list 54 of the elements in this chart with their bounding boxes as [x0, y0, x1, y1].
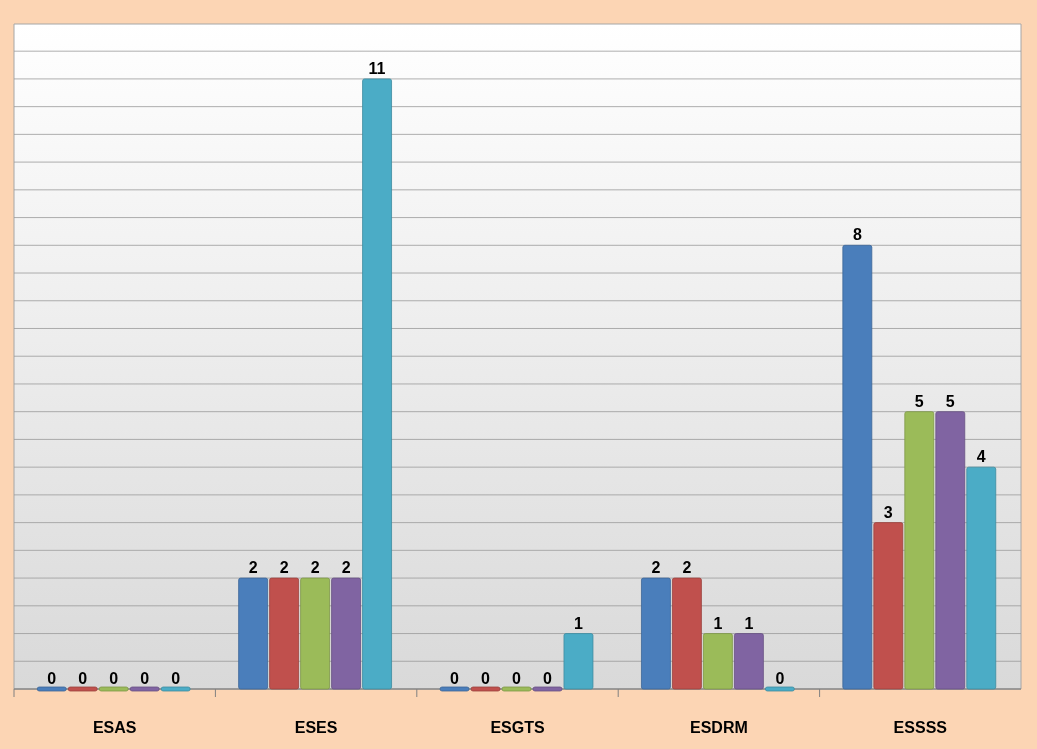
- bar: [269, 577, 300, 690]
- bar: [703, 633, 733, 690]
- data-label: 1: [574, 614, 584, 632]
- data-label: 2: [248, 559, 258, 577]
- bar: [160, 686, 191, 692]
- data-label: 1: [744, 614, 754, 632]
- x-tick-label: ESES: [294, 719, 338, 736]
- bar: [129, 686, 160, 692]
- x-tick-label: ESDRM: [690, 719, 748, 736]
- bar: [501, 686, 532, 692]
- data-label: 2: [682, 559, 692, 577]
- bar: [904, 411, 935, 690]
- bar: [563, 633, 594, 690]
- data-label: 0: [481, 670, 491, 687]
- bar: [641, 577, 671, 690]
- bar: [672, 577, 702, 690]
- bar: [98, 686, 129, 692]
- data-label: 0: [109, 670, 119, 687]
- data-label: 2: [651, 559, 661, 577]
- bar: [439, 686, 470, 692]
- bar: [733, 633, 764, 690]
- x-tick-label: ESGTS: [490, 719, 545, 736]
- bar: [966, 466, 997, 690]
- bar: [36, 686, 67, 692]
- data-label: 0: [171, 670, 181, 687]
- bar: [532, 686, 563, 692]
- data-label: 0: [775, 670, 785, 687]
- bar: [764, 686, 795, 692]
- data-label: 5: [945, 392, 955, 410]
- bar: [331, 577, 361, 690]
- bar: [873, 522, 904, 690]
- data-label: 2: [279, 559, 289, 577]
- x-tick-label: ESSSS: [893, 719, 948, 736]
- data-label: 11: [368, 59, 386, 77]
- data-label: 1: [713, 614, 723, 632]
- data-label: 3: [883, 503, 893, 521]
- bar: [842, 244, 873, 690]
- data-label: 0: [78, 670, 88, 687]
- data-label: 0: [140, 670, 150, 687]
- data-label: 0: [543, 670, 553, 687]
- data-label: 2: [341, 559, 351, 577]
- bar: [238, 577, 269, 690]
- data-label: 0: [512, 670, 522, 687]
- data-label: 0: [450, 670, 460, 687]
- data-label: 4: [976, 448, 986, 466]
- data-label: 5: [914, 392, 924, 410]
- data-label: 8: [852, 226, 862, 244]
- data-label: 0: [47, 670, 57, 687]
- x-tick-label: ESAS: [92, 719, 137, 736]
- bar: [300, 577, 330, 690]
- bar: [470, 686, 501, 692]
- bar: [935, 411, 966, 690]
- bar: [67, 686, 98, 692]
- data-label: 2: [310, 559, 320, 577]
